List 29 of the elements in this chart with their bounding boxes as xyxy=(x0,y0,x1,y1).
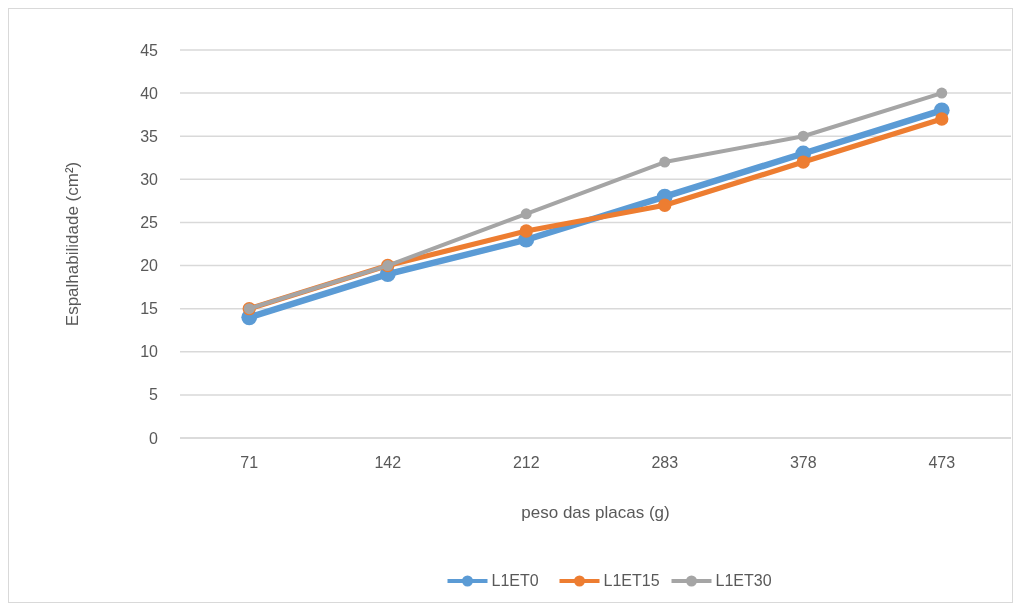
point xyxy=(519,224,533,238)
y-tick-label: 0 xyxy=(149,429,159,447)
legend-label: L1ET0 xyxy=(491,572,539,589)
x-tick-label: 283 xyxy=(651,454,679,471)
y-tick-label: 35 xyxy=(140,127,159,145)
y-tick-label: 30 xyxy=(140,170,159,188)
point xyxy=(936,87,948,99)
x-tick-label: 212 xyxy=(512,454,540,471)
point xyxy=(520,208,532,220)
legend-label: L1ET15 xyxy=(603,572,660,589)
point xyxy=(658,198,672,212)
legend-label: L1ET30 xyxy=(715,572,772,589)
y-tick-label: 40 xyxy=(140,84,159,102)
y-tick-label: 10 xyxy=(140,343,159,361)
point xyxy=(659,156,671,168)
y-tick-label: 25 xyxy=(140,214,159,232)
y-axis-title: Espalhabilidade (cm²) xyxy=(63,161,82,327)
x-tick-label: 378 xyxy=(789,454,817,471)
x-axis-title: peso das placas (g) xyxy=(521,503,670,522)
y-tick-label: 15 xyxy=(140,300,159,318)
x-tick-label: 71 xyxy=(240,454,259,471)
y-tick-label: 45 xyxy=(140,41,159,59)
y-tick-label: 20 xyxy=(140,257,159,275)
x-tick-label: 142 xyxy=(374,454,402,471)
point xyxy=(796,155,810,169)
y-tick-label: 5 xyxy=(149,386,159,404)
x-tick-label: 473 xyxy=(928,454,956,471)
point xyxy=(797,130,809,142)
point xyxy=(935,112,949,126)
